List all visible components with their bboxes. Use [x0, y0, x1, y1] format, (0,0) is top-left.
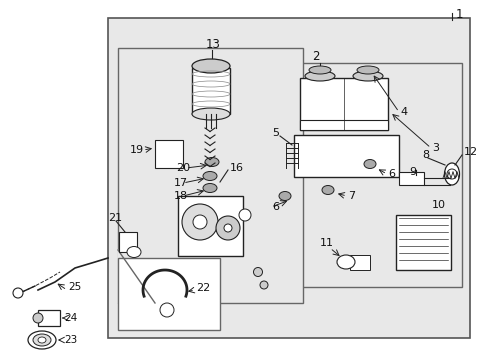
Text: 8: 8 [421, 150, 428, 160]
Ellipse shape [192, 108, 229, 120]
Text: 5: 5 [271, 128, 279, 138]
Bar [398, 172, 423, 185]
Circle shape [216, 216, 240, 240]
Ellipse shape [363, 159, 375, 168]
Polygon shape [118, 250, 155, 303]
Text: 11: 11 [319, 238, 333, 248]
Ellipse shape [204, 158, 219, 166]
Text: 21: 21 [108, 213, 122, 223]
Ellipse shape [253, 267, 262, 276]
Bar [395, 215, 450, 270]
Ellipse shape [38, 337, 46, 343]
Text: 17: 17 [174, 178, 188, 188]
Ellipse shape [239, 209, 250, 221]
Bar [38, 310, 60, 326]
Bar [118, 48, 303, 303]
Circle shape [182, 204, 218, 240]
Text: 10: 10 [431, 200, 445, 210]
Ellipse shape [352, 71, 382, 81]
Bar [267, 63, 461, 287]
Text: 19: 19 [130, 145, 144, 155]
Bar [118, 258, 220, 330]
Text: 2: 2 [311, 50, 319, 63]
Text: 3: 3 [431, 143, 438, 153]
Text: 13: 13 [205, 39, 221, 51]
Text: 22: 22 [196, 283, 210, 293]
Ellipse shape [127, 247, 141, 257]
Bar [299, 120, 387, 130]
Text: 4: 4 [399, 107, 407, 117]
Text: 9: 9 [408, 167, 415, 177]
Bar [119, 232, 137, 252]
Ellipse shape [308, 66, 330, 74]
Ellipse shape [28, 331, 56, 349]
Ellipse shape [279, 192, 290, 201]
Text: 12: 12 [463, 147, 477, 157]
Text: 25: 25 [68, 282, 81, 292]
Bar [192, 68, 229, 114]
Bar [299, 78, 387, 130]
Circle shape [193, 215, 206, 229]
Text: 7: 7 [347, 191, 354, 201]
Bar [178, 196, 243, 256]
Text: 24: 24 [64, 313, 77, 323]
Bar [293, 135, 398, 177]
Ellipse shape [336, 255, 354, 269]
Text: 23: 23 [64, 335, 77, 345]
Circle shape [224, 224, 231, 232]
Ellipse shape [321, 185, 333, 194]
Ellipse shape [203, 171, 217, 180]
Text: 16: 16 [229, 163, 244, 173]
Bar [349, 255, 369, 270]
Circle shape [446, 169, 456, 179]
Ellipse shape [203, 184, 217, 193]
Ellipse shape [305, 71, 334, 81]
Text: 1: 1 [455, 8, 463, 21]
Text: 6: 6 [387, 169, 394, 179]
Circle shape [33, 313, 43, 323]
Ellipse shape [192, 59, 229, 73]
Ellipse shape [260, 281, 267, 289]
Bar [155, 140, 183, 168]
Ellipse shape [356, 66, 378, 74]
Ellipse shape [444, 163, 459, 185]
Ellipse shape [33, 334, 51, 346]
Bar [108, 18, 469, 338]
Text: 6: 6 [271, 202, 279, 212]
Text: 18: 18 [174, 191, 188, 201]
Circle shape [160, 303, 174, 317]
Circle shape [13, 288, 23, 298]
Text: 20: 20 [176, 163, 190, 173]
